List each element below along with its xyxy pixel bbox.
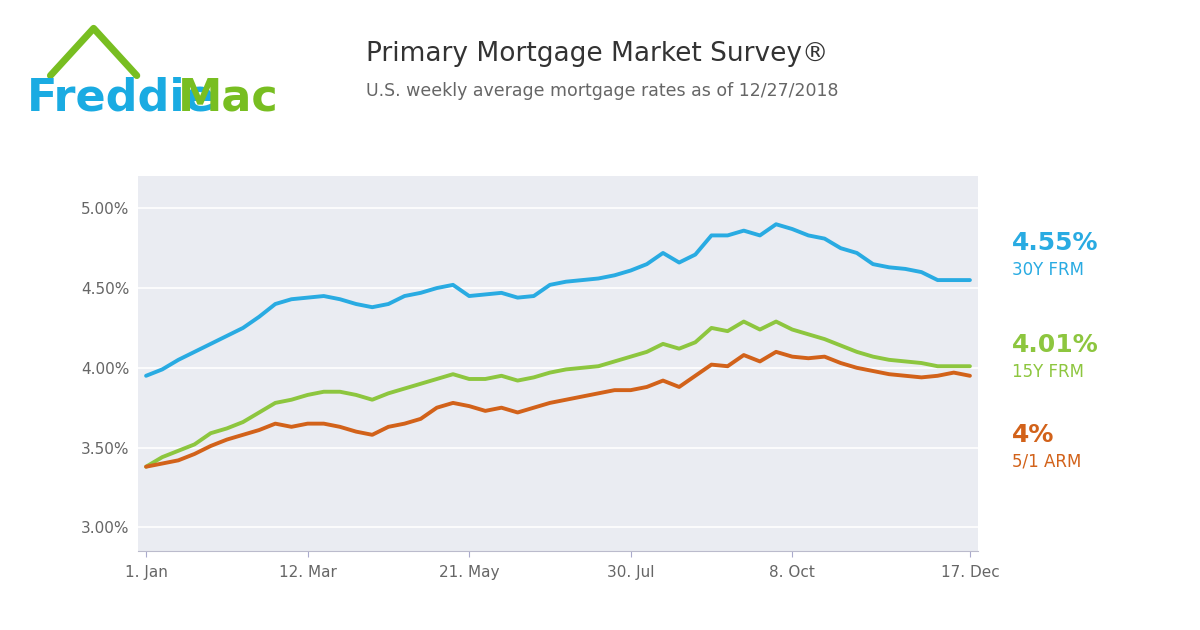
Text: Mac: Mac [178, 76, 278, 119]
Text: Primary Mortgage Market Survey®: Primary Mortgage Market Survey® [366, 40, 828, 67]
Text: 4%: 4% [1012, 423, 1054, 447]
Text: 4.01%: 4.01% [1012, 333, 1098, 357]
Text: 15Y FRM: 15Y FRM [1012, 364, 1084, 381]
Text: Freddie: Freddie [26, 76, 215, 119]
Text: 4.55%: 4.55% [1012, 231, 1098, 255]
Text: U.S. weekly average mortgage rates as of 12/27/2018: U.S. weekly average mortgage rates as of… [366, 83, 839, 100]
Text: 5/1 ARM: 5/1 ARM [1012, 452, 1081, 470]
Text: 30Y FRM: 30Y FRM [1012, 261, 1084, 278]
